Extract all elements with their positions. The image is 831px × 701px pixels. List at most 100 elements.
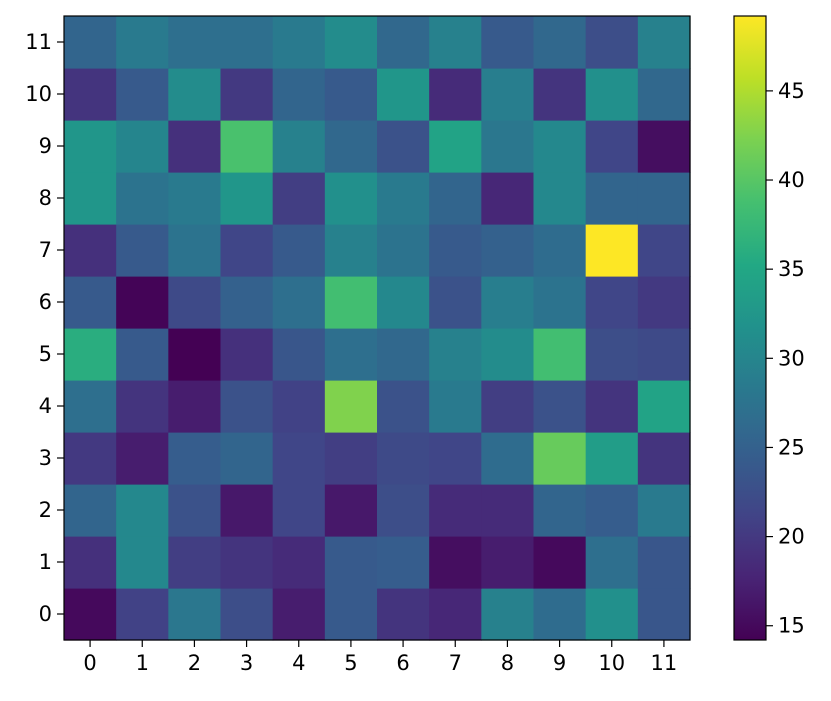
heatmap-cell xyxy=(220,484,274,537)
heatmap-cell xyxy=(324,16,378,69)
x-tick-label: 0 xyxy=(83,651,96,675)
colorbar-ticks: 15 20 25 30 35 40 45 xyxy=(766,79,805,638)
heatmap-cell xyxy=(220,276,274,329)
colorbar-tick-label: 40 xyxy=(778,168,805,192)
heatmap-cell xyxy=(220,328,274,381)
y-tick-label: 10 xyxy=(25,82,52,106)
heatmap-cell xyxy=(324,68,378,121)
x-tick-label: 2 xyxy=(188,651,201,675)
heatmap-cell xyxy=(64,536,117,589)
heatmap-cell xyxy=(377,380,430,433)
heatmap-cell xyxy=(116,172,169,225)
heatmap-cell xyxy=(585,16,639,69)
heatmap-cell xyxy=(481,484,535,537)
y-tick-label: 3 xyxy=(39,446,52,470)
heatmap-cell xyxy=(220,588,274,641)
heatmap-cell xyxy=(272,588,326,641)
heatmap-cell xyxy=(637,172,691,225)
heatmap-cell xyxy=(272,172,326,225)
heatmap-cell xyxy=(324,484,378,537)
heatmap-cell xyxy=(324,588,378,641)
heatmap-cell xyxy=(429,484,482,537)
heatmap-cell xyxy=(429,432,482,485)
heatmap-cell xyxy=(429,276,482,329)
heatmap-cell xyxy=(116,120,169,173)
heatmap-cell xyxy=(533,588,587,641)
heatmap-cell xyxy=(324,380,378,433)
heatmap-cell xyxy=(168,380,222,433)
heatmap-cell xyxy=(481,16,535,69)
heatmap-cell xyxy=(64,328,117,381)
x-tick-label: 9 xyxy=(553,651,566,675)
heatmap-cell xyxy=(533,120,587,173)
heatmap-cell xyxy=(272,120,326,173)
heatmap-cell xyxy=(481,68,535,121)
heatmap-cell xyxy=(377,16,430,69)
y-tick-label: 6 xyxy=(39,290,52,314)
heatmap-cell xyxy=(168,328,222,381)
heatmap-cell xyxy=(429,588,482,641)
heatmap-cell xyxy=(429,328,482,381)
heatmap-cell xyxy=(637,588,691,641)
heatmap-cell xyxy=(220,432,274,485)
colorbar-frame xyxy=(733,15,767,641)
heatmap-cell xyxy=(429,224,482,277)
colorbar-tick-label: 15 xyxy=(778,614,805,638)
heatmap-cell xyxy=(272,484,326,537)
heatmap-cell xyxy=(377,68,430,121)
y-tick-label: 9 xyxy=(39,134,52,158)
heatmap-cell xyxy=(429,68,482,121)
heatmap-cell xyxy=(585,172,639,225)
heatmap-cell xyxy=(116,536,169,589)
heatmap-cell xyxy=(429,120,482,173)
heatmap-cell xyxy=(377,588,430,641)
heatmap-cell xyxy=(116,588,169,641)
heatmap-cell xyxy=(220,380,274,433)
colorbar-tick-label: 35 xyxy=(778,257,805,281)
heatmap-cell xyxy=(533,68,587,121)
colorbar xyxy=(734,16,766,640)
heatmap-cell xyxy=(429,16,482,69)
heatmap-cell xyxy=(377,224,430,277)
heatmap-cell xyxy=(585,380,639,433)
heatmap-cell xyxy=(64,224,117,277)
plot-frame xyxy=(63,15,691,641)
heatmap-cell xyxy=(168,224,222,277)
heatmap-cell xyxy=(64,172,117,225)
x-axis-ticks: 0 1 2 3 4 5 6 7 8 9 10 11 xyxy=(83,640,677,675)
heatmap-cell xyxy=(168,120,222,173)
y-tick-label: 2 xyxy=(39,498,52,522)
heatmap-cell xyxy=(64,16,117,69)
heatmap-cell xyxy=(168,16,222,69)
heatmap-cell xyxy=(481,536,535,589)
heatmap-cell xyxy=(585,432,639,485)
heatmap-cell xyxy=(168,588,222,641)
heatmap-cell xyxy=(272,536,326,589)
heatmap-cell xyxy=(168,68,222,121)
heatmap-cell xyxy=(637,380,691,433)
x-tick-label: 10 xyxy=(598,651,625,675)
heatmap-cell xyxy=(533,432,587,485)
heatmap-cell xyxy=(168,172,222,225)
heatmap-cell xyxy=(585,68,639,121)
heatmap-cell xyxy=(585,120,639,173)
colorbar-tick-label: 30 xyxy=(778,346,805,370)
heatmap-cell xyxy=(116,224,169,277)
heatmap-cell xyxy=(220,68,274,121)
heatmap-cell xyxy=(533,276,587,329)
heatmap-cell xyxy=(272,276,326,329)
heatmap-cell xyxy=(220,536,274,589)
heatmap-cell xyxy=(220,120,274,173)
heatmap-cell xyxy=(481,328,535,381)
heatmap-cell xyxy=(116,276,169,329)
y-tick-label: 0 xyxy=(39,602,52,626)
heatmap-cell xyxy=(585,276,639,329)
x-tick-label: 8 xyxy=(501,651,514,675)
colorbar-tick-label: 20 xyxy=(778,525,805,549)
heatmap-cell xyxy=(585,224,639,277)
heatmap-cell xyxy=(637,432,691,485)
heatmap-cell xyxy=(377,328,430,381)
heatmap-cell xyxy=(168,432,222,485)
heatmap-cell xyxy=(637,224,691,277)
